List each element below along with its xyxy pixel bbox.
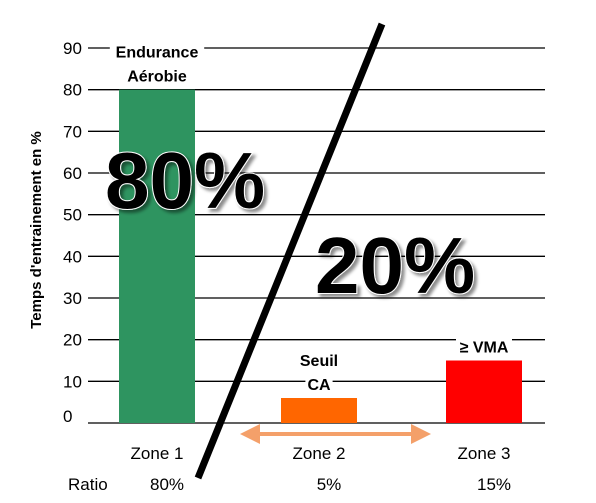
x-category-label: Zone 2 <box>293 444 346 463</box>
bar-zone-3 <box>446 360 522 423</box>
bar-label: Seuil <box>300 353 338 370</box>
y-tick-label: 80 <box>63 81 82 100</box>
bar-label: CA <box>307 377 331 394</box>
y-tick-label: 30 <box>63 289 82 308</box>
bar-label: Endurance <box>116 45 199 62</box>
y-tick-label: 10 <box>63 372 82 391</box>
bar-label-bg <box>109 40 205 63</box>
y-tick-label: 60 <box>63 164 82 183</box>
y-tick-label: 20 <box>63 331 82 350</box>
bar-label: ≥ VMA <box>460 340 509 357</box>
divider-line <box>194 22 386 480</box>
bar-label: Aérobie <box>127 69 187 86</box>
bar-label-bg <box>305 373 333 395</box>
bar-label-bg <box>119 64 195 87</box>
ratio-values: 80% 5% 15% <box>150 475 511 494</box>
y-tick-label: 50 <box>63 206 82 225</box>
y-axis-label: Temps d'entrainement en % <box>28 131 45 329</box>
y-axis-ticks: 0 10 20 30 40 50 60 70 80 90 <box>63 39 82 426</box>
bars <box>119 89 522 424</box>
y-tick-label: 90 <box>63 39 82 58</box>
ratio-value: 15% <box>477 475 511 494</box>
bar-label-bg <box>291 349 347 371</box>
x-category-label: Zone 1 <box>131 444 184 463</box>
bar-zone-1 <box>119 89 195 424</box>
bar-labels: Endurance Aérobie Seuil CA ≥ VMA <box>109 40 512 395</box>
y-tick-label: 70 <box>63 122 82 141</box>
right-share-annotation: 20% <box>315 221 475 310</box>
ratio-value: 80% <box>150 475 184 494</box>
y-tick-label: 0 <box>63 407 72 426</box>
left-share-annotation: 80% <box>105 136 265 225</box>
bar-label-bg <box>456 335 512 358</box>
x-axis-categories: Zone 1 Zone 2 Zone 3 <box>131 444 511 463</box>
ratio-label: Ratio <box>68 475 108 494</box>
x-category-label: Zone 3 <box>458 444 511 463</box>
ratio-value: 5% <box>317 475 342 494</box>
y-tick-label: 40 <box>63 247 82 266</box>
bar-zone-2 <box>281 398 357 423</box>
